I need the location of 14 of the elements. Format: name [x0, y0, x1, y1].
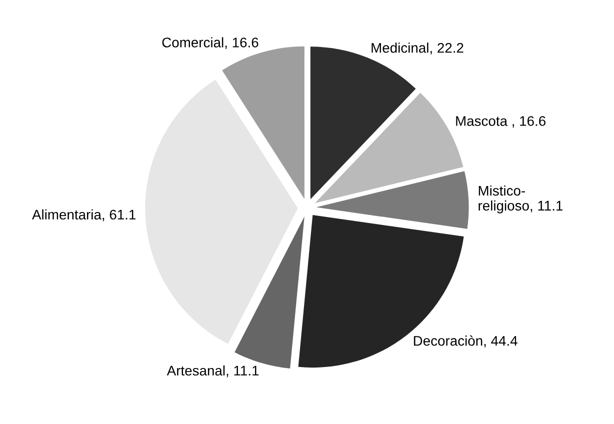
- data-label: , 11.1: [226, 366, 259, 378]
- slice-label: Alimentaria: [32, 209, 102, 220]
- data-label: , 44.4: [484, 336, 518, 348]
- data-label: , 16.6: [225, 38, 258, 50]
- data-label: , 61.1: [102, 210, 136, 222]
- slice-label: Artesanal: [166, 365, 225, 376]
- slice-label: Mistico- religioso: [478, 185, 529, 214]
- slice-label: Medicinal: [372, 42, 428, 53]
- data-label: , 11.1: [530, 200, 563, 212]
- data-label: , 16.6: [512, 116, 546, 128]
- slice-label: Mascota: [456, 116, 508, 126]
- data-label: , 22.2: [430, 42, 464, 54]
- slice-label: Decoraciòn: [414, 335, 482, 346]
- slice-label: Comercial: [162, 37, 224, 48]
